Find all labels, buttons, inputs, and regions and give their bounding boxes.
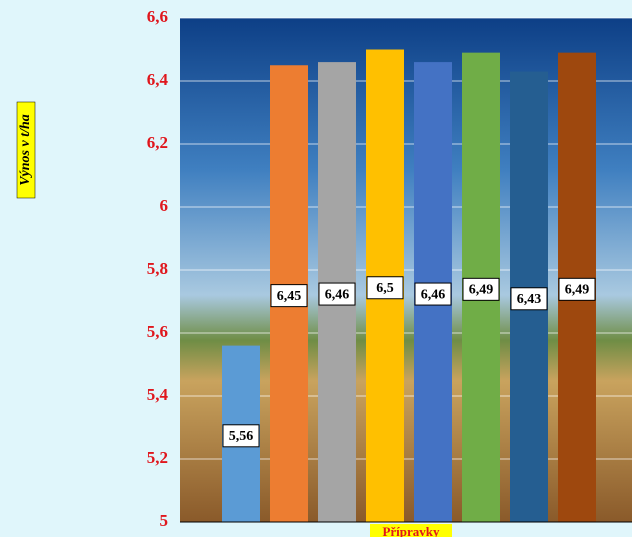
y-tick-label: 5,6 [147,322,168,341]
value-label-box [270,284,308,308]
y-tick-label: 5,2 [147,448,168,467]
value-label: 6,43 [517,292,542,307]
y-axis-title-box [16,101,36,199]
x-axis-title: Přípravky [382,524,440,537]
y-tick-label: 6 [160,196,169,215]
y-tick-label: 6,6 [147,7,168,26]
y-tick-label: 6,2 [147,133,168,152]
value-label-box [558,277,596,301]
x-axis-title-box [370,524,452,537]
value-label-box [318,282,356,306]
y-tick-label: 5 [160,511,169,530]
value-label-box [222,424,260,448]
value-label: 6,46 [325,287,350,302]
value-label-box [414,282,452,306]
value-label: 6,49 [565,283,590,298]
value-label: 5,56 [229,429,254,444]
y-tick-label: 6,4 [147,70,169,89]
value-label-box [366,276,404,300]
value-label-box [462,277,500,301]
value-label: 6,46 [421,287,446,302]
y-axis-title: Výnos v t/ha [18,114,33,186]
value-label-box [510,287,548,311]
y-tick-label: 5,4 [147,385,169,404]
y-tick-label: 5,8 [147,259,168,278]
value-label: 6,45 [277,289,302,304]
value-label: 6,5 [376,281,394,296]
value-label: 6,49 [469,283,494,298]
y-axis-title-group: Výnos v t/ha [16,101,36,199]
